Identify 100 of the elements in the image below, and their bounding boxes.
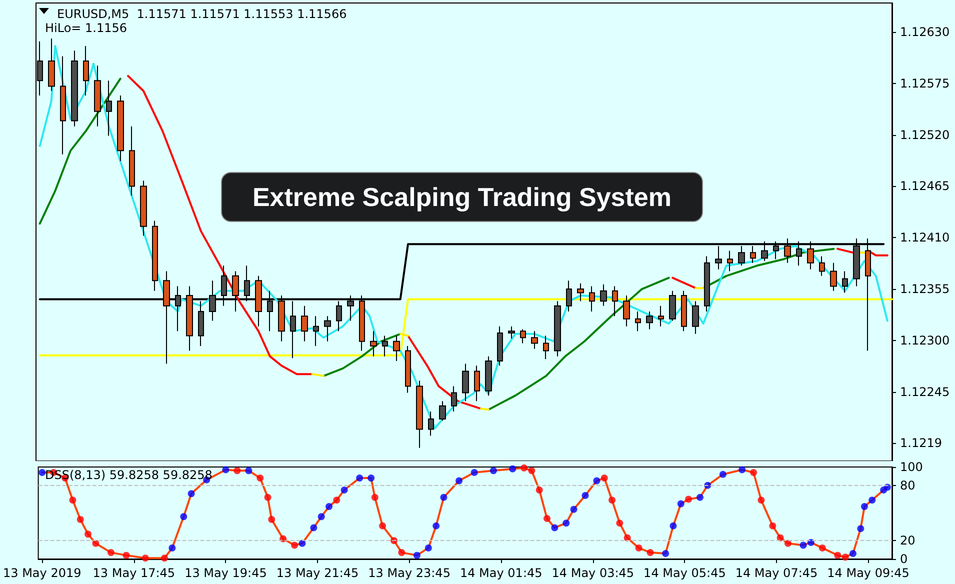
point [784, 540, 792, 547]
point [340, 486, 348, 494]
candlestick [474, 365, 480, 402]
point [107, 549, 114, 556]
candlestick [485, 356, 492, 396]
point [719, 470, 726, 478]
candlestick [738, 246, 745, 266]
x-tick-label: 14 May 03:45 [552, 566, 634, 580]
point [161, 554, 168, 562]
candlestick [819, 256, 825, 276]
y-tick-label: 1.12630 [900, 24, 950, 39]
y-tick-label: 1.12355 [900, 282, 950, 296]
point [600, 474, 608, 482]
candlestick [623, 295, 630, 327]
candlestick [646, 310, 653, 330]
y-tick-label: 1.12575 [900, 76, 950, 90]
point [536, 486, 543, 494]
point [544, 515, 550, 522]
point [758, 496, 765, 504]
point [800, 542, 807, 549]
x-tick-label: 13 May 23:45 [368, 566, 450, 580]
point [509, 465, 516, 472]
x-tick-label: 14 May 05:45 [644, 566, 726, 580]
point [616, 520, 624, 527]
candlestick [520, 328, 526, 344]
candlestick [462, 363, 469, 402]
candlestick [531, 330, 538, 350]
y-tick-label: 80 [900, 478, 916, 492]
point [662, 550, 670, 557]
candlestick [566, 280, 572, 312]
point [371, 494, 378, 501]
candlestick [508, 326, 515, 340]
candlestick [612, 286, 618, 317]
point [188, 490, 195, 498]
x-tick-label: 13 May 19:45 [184, 566, 267, 580]
point [92, 540, 100, 547]
point [298, 540, 306, 547]
point [440, 494, 448, 501]
y-tick-label: 1.12245 [900, 384, 950, 399]
candlestick [83, 45, 89, 96]
point [818, 544, 826, 552]
candlestick [451, 386, 457, 412]
candlestick [94, 65, 101, 127]
point [582, 492, 589, 500]
annotation: Extreme Scalping Trading System [221, 172, 703, 222]
point [470, 469, 478, 476]
x-tick-label: 14 May 01:45 [460, 566, 542, 580]
candlestick [48, 38, 55, 92]
point [593, 477, 600, 484]
candlestick [129, 126, 135, 196]
candlestick [428, 410, 434, 436]
candlestick [106, 80, 112, 136]
point [424, 544, 432, 552]
point [562, 520, 570, 527]
point [264, 494, 272, 501]
candlestick [71, 50, 78, 127]
point [677, 500, 684, 508]
point [635, 544, 642, 552]
y-tick-label: 100 [900, 460, 923, 474]
x-tick-label: 13 May 2019 [3, 566, 82, 580]
candlestick [635, 310, 641, 332]
x-tick-label: 14 May 09:45 [827, 566, 910, 580]
point [842, 554, 849, 561]
point [608, 496, 616, 504]
point [624, 534, 631, 542]
candlestick [589, 286, 595, 312]
point [84, 530, 92, 538]
candlestick [416, 380, 423, 448]
point [69, 496, 76, 504]
point [432, 522, 440, 530]
point [256, 474, 264, 482]
point [379, 522, 386, 530]
point [834, 552, 842, 559]
candlestick [497, 326, 503, 366]
point [168, 544, 176, 552]
point [738, 466, 746, 474]
candlestick [140, 180, 147, 236]
point [356, 474, 364, 482]
point [413, 552, 420, 559]
point [860, 503, 868, 510]
y-tick-label: 20 [900, 534, 916, 548]
candlestick [313, 316, 319, 347]
point [807, 538, 814, 546]
point [291, 542, 298, 549]
candlestick [692, 300, 699, 334]
point [325, 503, 332, 510]
point [122, 552, 130, 559]
point [76, 516, 84, 523]
point [551, 524, 558, 532]
point [528, 467, 536, 474]
x-tick-label: 13 May 21:45 [276, 566, 359, 580]
y-tick-label: 1.12465 [900, 179, 950, 194]
point [234, 467, 241, 474]
y-tick-label: 1.12410 [900, 230, 950, 245]
candlestick [715, 246, 722, 270]
point [310, 524, 318, 532]
point [570, 506, 578, 513]
point [750, 469, 758, 476]
candlestick [681, 290, 687, 332]
point [849, 550, 856, 557]
